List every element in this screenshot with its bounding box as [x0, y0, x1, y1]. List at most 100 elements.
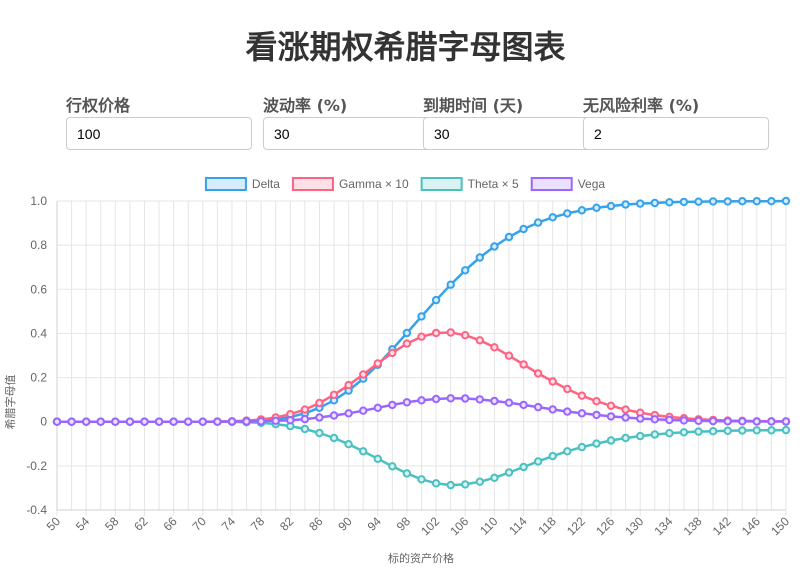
param-strike: 行权价格 [66, 92, 252, 150]
data-point [679, 197, 689, 207]
data-point [592, 397, 601, 406]
data-point [752, 426, 761, 435]
x-tick-label: 150 [768, 514, 792, 538]
y-tick-label: 0.8 [30, 238, 47, 252]
data-point [417, 396, 426, 405]
data-point [329, 390, 339, 400]
data-point [417, 312, 426, 321]
data-point [519, 462, 528, 472]
data-point [300, 405, 310, 414]
data-point [563, 209, 572, 218]
param-rate: 无风险利率 (%) [583, 92, 769, 150]
volatility-label: 波动率 (%) [263, 96, 348, 115]
rate-label: 无风险利率 (%) [583, 96, 700, 115]
data-point [67, 417, 76, 426]
data-point [213, 417, 222, 426]
data-point [577, 391, 587, 400]
x-axis-ticks: 50 54 58 62 66 70 74 78 82 86 90 94 98 102 106 110 114 11… [44, 514, 793, 538]
data-point [533, 369, 543, 378]
x-tick-label: 90 [335, 514, 355, 534]
data-point [636, 431, 645, 441]
data-point [154, 417, 164, 426]
data-point [490, 242, 499, 251]
data-point [621, 200, 630, 209]
x-tick-label: 62 [131, 514, 151, 534]
data-point [636, 199, 645, 208]
data-point [504, 398, 514, 407]
data-point [359, 447, 368, 456]
data-point [592, 439, 601, 448]
data-point [344, 380, 353, 390]
data-point [431, 479, 441, 488]
param-days: 到期时间 (天) [423, 92, 609, 150]
data-point [548, 451, 557, 461]
data-point [533, 402, 543, 412]
data-point [475, 336, 484, 345]
x-tick-label: 110 [477, 514, 501, 538]
strike-input[interactable] [66, 117, 252, 150]
x-tick-label: 106 [447, 514, 471, 538]
data-point [82, 417, 91, 426]
data-point [329, 411, 339, 420]
data-point [650, 430, 659, 439]
y-tick-label: 0.4 [30, 326, 47, 340]
data-point [402, 328, 412, 338]
data-point [592, 410, 601, 420]
data-point [767, 426, 776, 435]
data-point [446, 280, 455, 289]
x-axis-label: 标的资产价格 [388, 551, 454, 565]
data-point [388, 400, 397, 410]
data-point [533, 457, 543, 466]
data-point [781, 417, 791, 426]
data-point [359, 370, 368, 379]
data-point [752, 197, 761, 206]
x-tick-label: 134 [651, 514, 675, 538]
data-point [519, 360, 528, 369]
x-tick-label: 114 [506, 514, 530, 538]
legend-swatch [530, 177, 573, 191]
data-point [665, 198, 674, 207]
data-point [504, 351, 514, 360]
data-point [504, 232, 514, 242]
x-tick-label: 94 [365, 514, 385, 534]
data-point [752, 417, 761, 426]
volatility-input[interactable] [263, 117, 449, 150]
x-tick-label: 130 [622, 514, 646, 538]
x-tick-label: 78 [248, 514, 268, 534]
data-point [344, 440, 353, 449]
y-axis-label: 希腊字母值 [3, 375, 17, 430]
data-point [679, 428, 689, 437]
x-tick-label: 58 [102, 514, 122, 534]
chart-series [52, 196, 791, 490]
data-point [111, 417, 120, 426]
legend-swatch [204, 177, 247, 191]
x-tick-label: 54 [73, 514, 93, 534]
y-tick-label: -0.2 [26, 459, 47, 473]
data-point [738, 417, 747, 426]
data-point [388, 462, 397, 471]
y-tick-label: 0 [40, 415, 47, 429]
data-point [315, 428, 324, 438]
rate-input[interactable] [583, 117, 769, 150]
data-point [96, 417, 105, 426]
data-point [271, 416, 280, 426]
days-input[interactable] [423, 117, 609, 150]
data-point [475, 253, 484, 262]
data-point [315, 398, 324, 408]
legend-label: Gamma × 10 [339, 177, 409, 191]
data-point [519, 224, 528, 234]
x-tick-label: 122 [564, 514, 588, 538]
data-point [767, 197, 776, 206]
days-label: 到期时间 (天) [423, 96, 524, 115]
data-point [417, 475, 426, 484]
legend-label: Theta × 5 [468, 177, 519, 191]
data-point [781, 425, 791, 435]
legend-label: Delta [252, 177, 280, 191]
data-point [708, 416, 718, 426]
data-point [708, 197, 718, 206]
data-point [227, 417, 237, 426]
y-tick-label: 0.6 [30, 282, 47, 296]
strike-label: 行权价格 [66, 96, 131, 115]
data-point [402, 339, 412, 348]
legend-label: Vega [578, 177, 606, 191]
